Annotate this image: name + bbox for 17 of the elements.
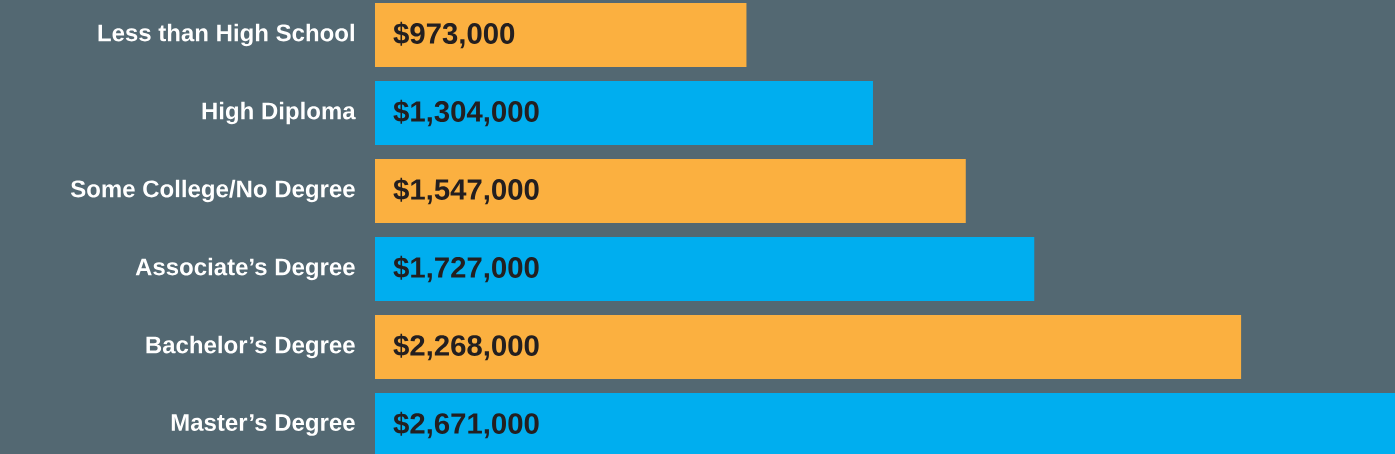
y-tick-label: Some College/No Degree [70, 179, 355, 203]
y-tick-label: High Diploma [202, 101, 356, 125]
y-tick-label: Bachelor’s Degree [146, 335, 355, 359]
y-tick-label: Master’s Degree [171, 414, 355, 436]
bar [375, 3, 747, 67]
bar [375, 159, 966, 223]
y-tick-label: Less than High School [98, 23, 354, 47]
data-label: $973,000 [393, 21, 515, 49]
data-label: $2,268,000 [393, 333, 539, 361]
bar [375, 315, 1242, 379]
bar [375, 81, 873, 145]
y-tick-label: Associate’s Degree [135, 257, 355, 281]
data-label: $1,547,000 [393, 177, 539, 205]
data-label: $1,727,000 [393, 255, 539, 283]
data-label: $1,304,000 [393, 99, 539, 127]
bar [375, 237, 1035, 301]
data-label: $2,671,000 [393, 411, 539, 439]
